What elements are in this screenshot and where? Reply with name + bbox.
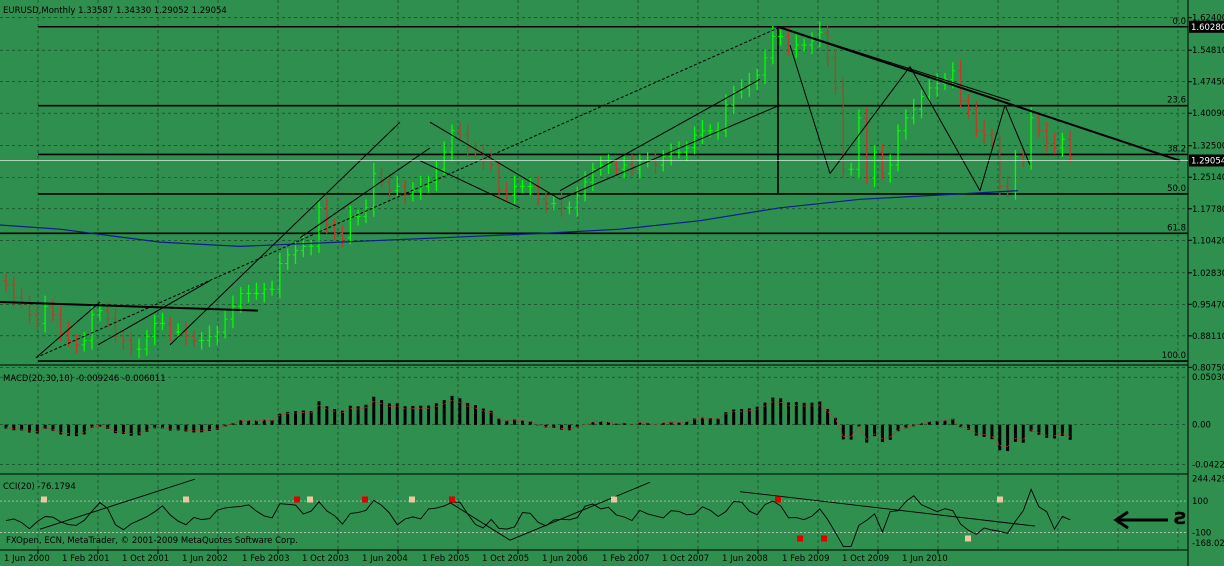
trend-line: [299, 147, 431, 239]
current-price-tag-text: 1.29054: [1191, 156, 1224, 166]
trend-line: [0, 301, 259, 312]
trend-line: [559, 78, 761, 192]
macd-axis-label: -0.042220: [1192, 461, 1224, 471]
trend-line: [419, 160, 521, 209]
trend-line: [169, 121, 401, 346]
annotation-arrow-head: [1113, 510, 1129, 530]
fibonacci-level-label: 50.0: [1167, 184, 1186, 194]
copyright-text: FXOpen, ECN, MetaTrader, © 2001-2009 Met…: [6, 536, 298, 546]
price-axis-label: 1.40090: [1192, 109, 1224, 119]
moving-average-line: [0, 190, 1019, 248]
price-panel-header: EURUSD,Monthly 1.33587 1.34330 1.29052 1…: [3, 6, 227, 16]
cci-axis-label: 100: [1192, 497, 1208, 507]
time-axis-label: 1 Oct 2001: [122, 554, 169, 564]
fibonacci-level-label: 100.0: [1162, 351, 1186, 361]
cci-axis-label: 244.4294: [1192, 474, 1224, 484]
cci-signal-marker: [775, 496, 781, 503]
cci-signal-marker: [997, 496, 1003, 503]
price-axis-label: 1.32500: [1192, 142, 1224, 152]
time-axis-label: 1 Jun 2008: [722, 554, 768, 564]
trend-line: [829, 66, 911, 174]
time-axis-label: 1 Jun 2000: [4, 554, 50, 564]
price-axis-label: 1.10420: [1192, 236, 1224, 246]
time-axis-label: 1 Feb 2007: [602, 554, 650, 564]
cci-signal-marker: [965, 535, 971, 542]
fibonacci-level-label: 38.2: [1167, 144, 1186, 154]
cci-signal-marker: [362, 496, 368, 503]
cci-signal-marker: [611, 496, 617, 503]
cci-signal-marker: [41, 496, 47, 503]
cci-signal-marker: [183, 496, 189, 503]
macd-panel-header: MACD(20,30,10) -0.009246 -0.006011: [3, 374, 166, 384]
trend-line: [777, 26, 1011, 102]
time-axis-label: 1 Feb 2005: [422, 554, 470, 564]
time-axis-label: 1 Jun 2004: [362, 554, 408, 564]
high-price-tag: [1189, 20, 1224, 33]
cci-panel-header: CCI(20) -76.1794: [3, 482, 76, 492]
cci-signal-marker: [449, 496, 455, 503]
time-axis-label: 1 Oct 2007: [662, 554, 709, 564]
price-axis-label: 1.17780: [1192, 205, 1224, 215]
cci-signal-marker: [821, 535, 827, 542]
cci-axis-label: -168.0275: [1192, 539, 1224, 549]
macd-axis-label: 0.00: [1192, 421, 1211, 431]
time-axis-label: 1 Oct 2005: [482, 554, 529, 564]
price-axis-label: 0.88110: [1192, 332, 1224, 342]
fibonacci-level-label: 23.6: [1167, 96, 1186, 106]
trend-line: [35, 27, 779, 359]
time-axis-label: 1 Oct 2003: [302, 554, 349, 564]
cci-axis-label: -100: [1192, 528, 1211, 538]
cci-signal-marker: [797, 535, 803, 542]
cci-line: [5, 488, 1071, 547]
fibonacci-level-label: 61.8: [1167, 223, 1186, 233]
time-axis-label: 1 Jun 2010: [902, 554, 948, 564]
trend-line: [1004, 104, 1031, 166]
fibonacci-level-label: 0.0: [1172, 17, 1186, 27]
price-axis-label: 1.54810: [1192, 46, 1224, 56]
price-axis-label: 1.47450: [1192, 78, 1224, 88]
trend-line: [979, 104, 1006, 191]
cci-trend-line: [39, 478, 196, 530]
cci-signal-marker: [307, 496, 313, 503]
trend-line: [777, 25, 1181, 162]
current-price-tag: [1189, 154, 1224, 167]
high-price-tag-text: 1.60280: [1191, 23, 1224, 33]
macd-signal-line: [5, 399, 1071, 447]
trend-line: [35, 301, 101, 359]
price-axis-label: 0.95470: [1192, 300, 1224, 310]
time-axis-label: 1 Jun 2006: [542, 554, 588, 564]
trend-line: [97, 280, 211, 346]
price-axis-label: 1.02830: [1192, 269, 1224, 279]
annotation-symbol: ƨ: [1174, 505, 1187, 530]
price-axis-label: 1.25140: [1192, 173, 1224, 183]
cci-signal-marker: [409, 496, 415, 503]
trend-line: [909, 66, 981, 191]
macd-axis-label: 0.050300: [1192, 373, 1224, 383]
time-axis-label: 1 Feb 2003: [242, 554, 290, 564]
price-axis-label: 0.80750: [1192, 363, 1224, 373]
time-axis-label: 1 Oct 2009: [842, 554, 889, 564]
time-axis-label: 1 Feb 2009: [782, 554, 830, 564]
time-axis-label: 1 Feb 2001: [62, 554, 110, 564]
trend-line: [559, 104, 781, 200]
cci-trend-line: [509, 481, 651, 541]
cci-signal-marker: [294, 496, 300, 503]
cci-trend-line: [449, 502, 511, 541]
time-axis-label: 1 Jun 2002: [182, 554, 228, 564]
trend-line: [789, 44, 831, 174]
cci-trend-line: [739, 491, 1036, 527]
price-axis-label: 1.62400: [1192, 14, 1224, 24]
